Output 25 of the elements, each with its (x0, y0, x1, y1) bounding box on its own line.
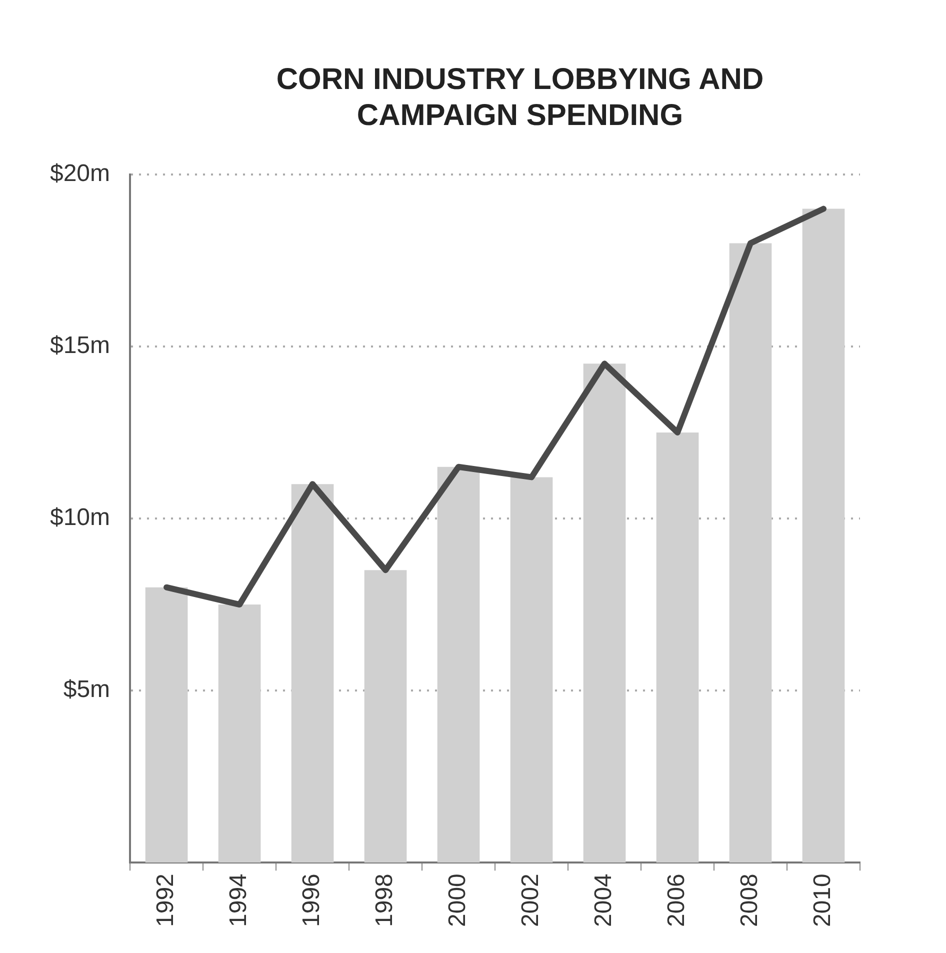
x-tick-label: 1992 (152, 874, 180, 927)
x-tick-label: 2010 (809, 874, 836, 927)
bar (437, 466, 480, 863)
x-tick-label: 2000 (444, 874, 472, 927)
bar (291, 484, 334, 863)
x-tick-label: 2008 (736, 874, 764, 927)
x-tick-label: 1996 (298, 874, 326, 927)
y-tick-label: $15m (50, 332, 110, 360)
y-tick-label: $5m (63, 676, 110, 704)
bar (802, 208, 845, 863)
y-tick-label: $10m (50, 504, 110, 532)
x-tick-label: 1994 (225, 874, 252, 927)
x-tick-label: 1998 (371, 874, 398, 927)
y-tick-label: $20m (50, 160, 110, 188)
x-tick-label: 2002 (517, 874, 544, 927)
bar (218, 604, 261, 863)
bar (364, 570, 407, 863)
chart-title: CORN INDUSTRY LOBBYING AND CAMPAIGN SPENDING (275, 62, 765, 134)
bar (145, 587, 188, 863)
bar (510, 477, 553, 863)
x-tick-label: 2006 (663, 874, 690, 927)
bar (583, 364, 626, 863)
bar (729, 243, 772, 863)
bar (656, 432, 699, 863)
x-tick-label: 2004 (590, 874, 618, 927)
